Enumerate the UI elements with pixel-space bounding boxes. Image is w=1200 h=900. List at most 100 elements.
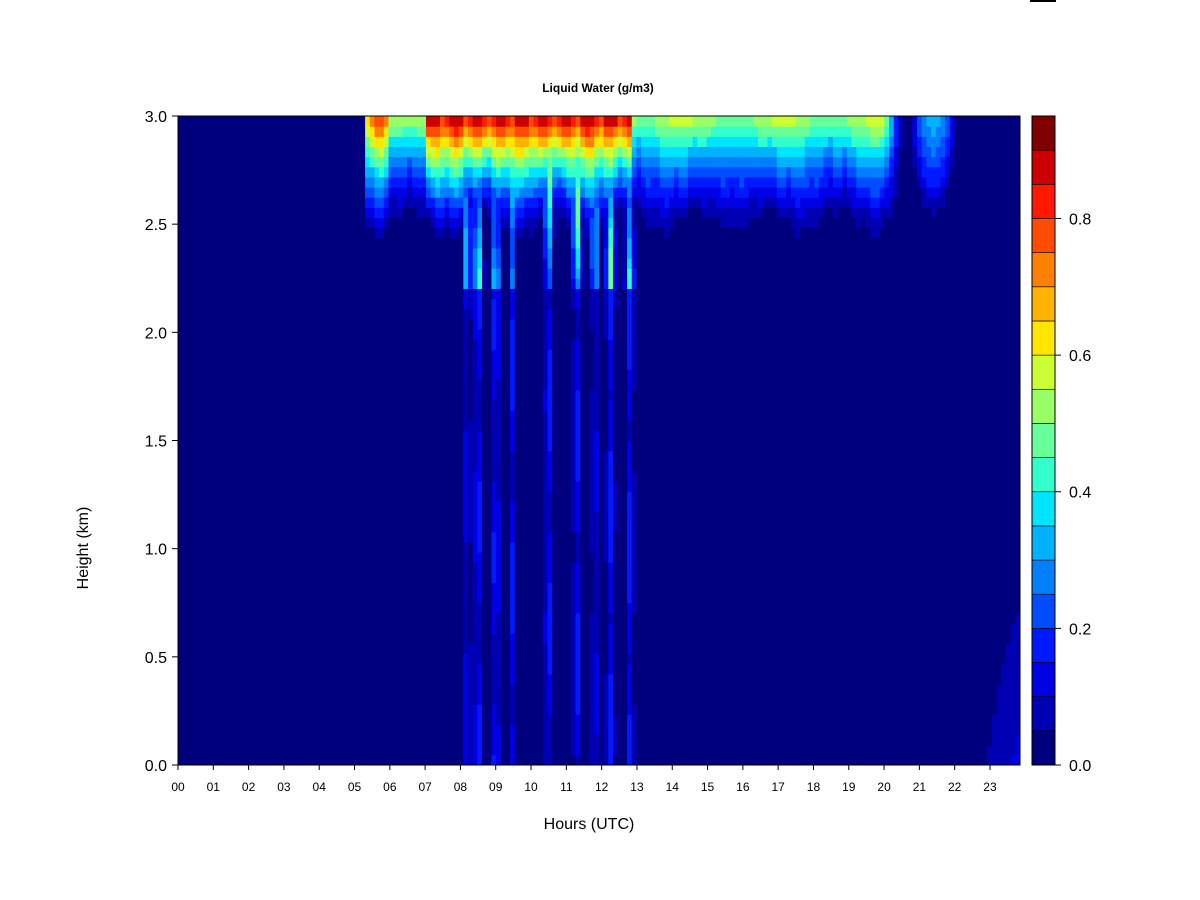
heatmap-cell (318, 673, 324, 685)
heatmap-cell (351, 339, 357, 350)
heatmap-cell (477, 298, 483, 310)
heatmap-cell (285, 430, 291, 442)
heatmap-cell (294, 481, 301, 492)
heatmap-cell (285, 369, 291, 381)
heatmap-cell (472, 572, 478, 584)
heatmap-cell (458, 176, 464, 188)
heatmap-cell (407, 217, 413, 229)
heatmap-cell (224, 359, 231, 371)
heatmap-cell (215, 278, 221, 289)
heatmap-cell (449, 126, 455, 137)
heatmap-cell (407, 643, 413, 655)
heatmap-cell (416, 501, 422, 513)
heatmap-cell (496, 186, 502, 198)
heatmap-cell (215, 633, 221, 644)
heatmap-cell (215, 552, 221, 563)
heatmap-cell (383, 653, 390, 665)
heatmap-cell (407, 481, 413, 492)
heatmap-cell (220, 166, 226, 178)
heatmap-cell (201, 562, 207, 573)
heatmap-cell (407, 146, 413, 158)
heatmap-cell (224, 288, 231, 300)
heatmap-cell (229, 663, 235, 675)
heatmap-cell (505, 369, 511, 381)
heatmap-cell (533, 592, 539, 604)
heatmap-cell (262, 399, 268, 411)
heatmap-cell (215, 501, 221, 513)
heatmap-cell (435, 369, 441, 381)
heatmap-cell (210, 450, 217, 462)
heatmap-cell (178, 186, 184, 198)
heatmap-cell (220, 237, 226, 249)
heatmap-cell (290, 734, 296, 746)
heatmap-cell (411, 176, 418, 188)
heatmap-cell (243, 410, 249, 421)
heatmap-cell (444, 501, 450, 513)
heatmap-cell (210, 278, 217, 289)
heatmap-cell (271, 744, 277, 756)
heatmap-cell (229, 612, 235, 624)
heatmap-cell (411, 623, 418, 634)
heatmap-cell (416, 237, 422, 249)
heatmap-cell (397, 531, 404, 543)
heatmap-cell (318, 328, 324, 340)
heatmap-cell (360, 754, 366, 765)
heatmap-cell (196, 521, 202, 533)
heatmap-cell (486, 673, 493, 685)
heatmap-cell (318, 734, 324, 746)
heatmap-cell (374, 288, 380, 300)
heatmap-cell (528, 369, 535, 381)
heatmap-cell (201, 541, 207, 553)
heatmap-cell (425, 623, 432, 634)
heatmap-cell (496, 399, 502, 411)
heatmap-cell (365, 440, 371, 452)
heatmap-cell (243, 541, 249, 553)
heatmap-cell (271, 683, 277, 695)
heatmap-cell (182, 572, 188, 584)
heatmap-cell (421, 653, 427, 665)
heatmap-cell (285, 440, 291, 452)
heatmap-cell (280, 623, 287, 634)
heatmap-cell (472, 308, 478, 320)
heatmap-cell (280, 582, 287, 594)
heatmap-cell (379, 602, 385, 614)
heatmap-cell (304, 207, 310, 219)
heatmap-cell (500, 663, 507, 675)
heatmap-cell (285, 643, 291, 655)
heatmap-cell (524, 724, 530, 736)
heatmap-cell (463, 257, 469, 269)
heatmap-cell (355, 653, 362, 665)
heatmap-cell (192, 430, 198, 442)
heatmap-cell (266, 623, 273, 634)
heatmap-cell (369, 531, 376, 543)
heatmap-cell (346, 359, 352, 371)
heatmap-cell (496, 734, 502, 746)
heatmap-cell (220, 146, 226, 158)
heatmap-cell (383, 217, 390, 229)
heatmap-cell (337, 328, 343, 340)
heatmap-cell (519, 694, 525, 705)
heatmap-cell (201, 359, 207, 371)
heatmap-cell (262, 541, 268, 553)
heatmap-cell (337, 207, 343, 219)
heatmap-cell (238, 562, 245, 573)
heatmap-cell (206, 491, 212, 502)
heatmap-cell (486, 410, 493, 421)
heatmap-cell (360, 450, 366, 462)
heatmap-cell (266, 379, 273, 391)
heatmap-cell (271, 349, 277, 360)
heatmap-cell (388, 298, 394, 310)
heatmap-cell (533, 176, 539, 188)
heatmap-cell (519, 359, 525, 371)
heatmap-cell (369, 379, 376, 391)
heatmap-cell (346, 176, 352, 188)
heatmap-cell (313, 612, 319, 624)
heatmap-cell (458, 298, 464, 310)
heatmap-cell (271, 521, 277, 533)
heatmap-cell (388, 683, 394, 695)
heatmap-cell (468, 704, 474, 715)
heatmap-cell (355, 278, 362, 289)
heatmap-cell (304, 450, 310, 462)
heatmap-cell (435, 298, 441, 310)
heatmap-cell (468, 673, 474, 685)
